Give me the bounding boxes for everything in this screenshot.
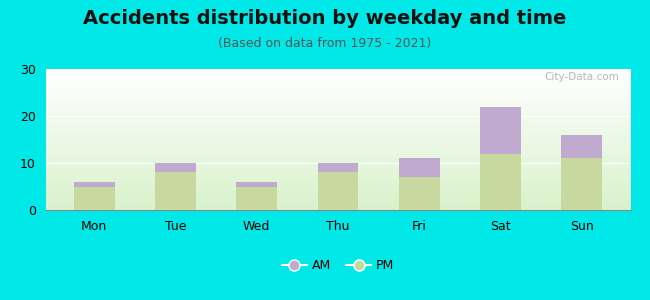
Bar: [562, 135, 602, 158]
Bar: [155, 172, 196, 210]
Text: Accidents distribution by weekday and time: Accidents distribution by weekday and ti…: [83, 9, 567, 28]
Bar: [237, 187, 277, 210]
Legend: AM, PM: AM, PM: [277, 254, 399, 277]
Bar: [480, 154, 521, 210]
Bar: [74, 187, 114, 210]
Text: City-Data.com: City-Data.com: [544, 72, 619, 82]
Bar: [74, 182, 114, 187]
Bar: [399, 177, 439, 210]
Bar: [480, 106, 521, 154]
Bar: [562, 158, 602, 210]
Bar: [318, 163, 358, 172]
Bar: [318, 172, 358, 210]
Bar: [399, 158, 439, 177]
Bar: [237, 182, 277, 187]
Bar: [155, 163, 196, 172]
Text: (Based on data from 1975 - 2021): (Based on data from 1975 - 2021): [218, 38, 432, 50]
